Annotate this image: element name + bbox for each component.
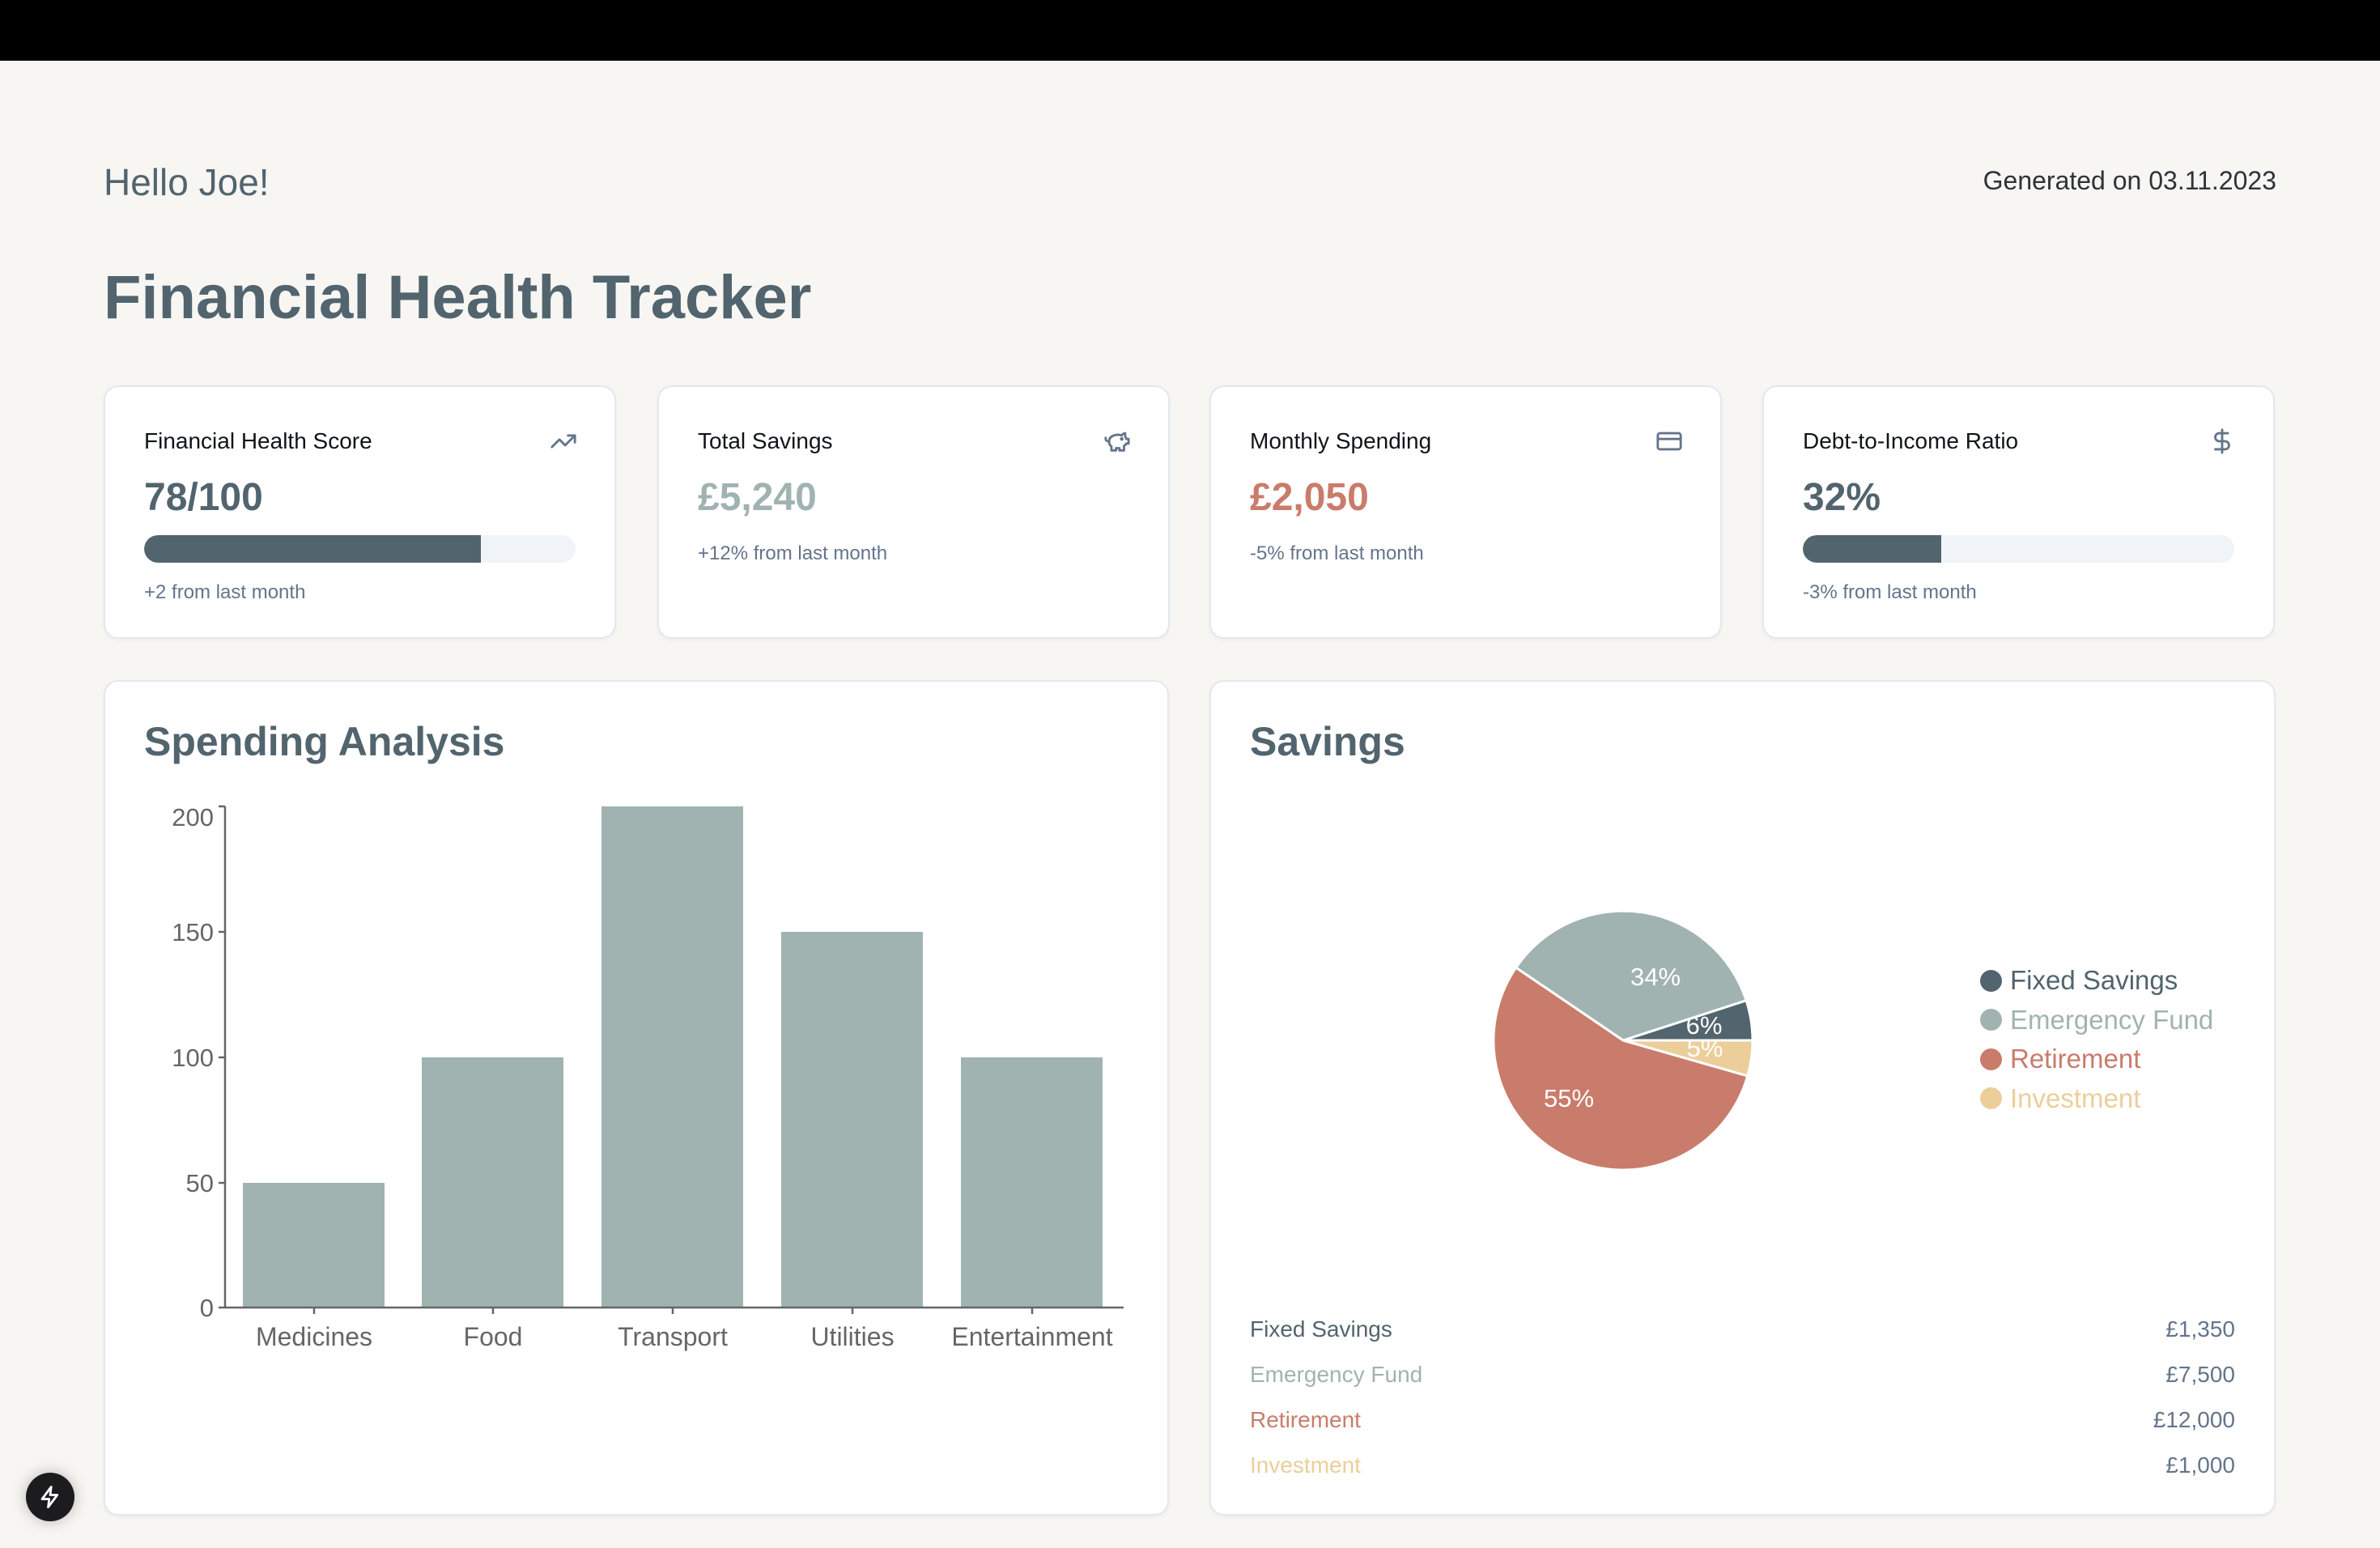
stat-label: Financial Health Score: [144, 428, 372, 453]
stat-card-monthly-spending: Monthly Spending £2,050 -5% from last mo…: [1209, 385, 1722, 639]
stat-label: Debt-to-Income Ratio: [1803, 428, 2019, 453]
legend-item-investment[interactable]: Investment: [1980, 1079, 2213, 1119]
browser-top-bar: [0, 0, 2380, 61]
y-tick-150: 150: [172, 918, 214, 946]
legend-dot: [1980, 1009, 2002, 1031]
stat-value: 78/100: [144, 476, 263, 519]
stat-value: £5,240: [698, 476, 817, 519]
legend-item-retirement[interactable]: Retirement: [1980, 1040, 2213, 1079]
savings-row-name: Investment: [1250, 1452, 1361, 1478]
legend-dot: [1980, 969, 2002, 992]
pie-label-investment: 5%: [1687, 1034, 1723, 1062]
stat-card-total-savings: Total Savings £5,240 +12% from last mont…: [657, 385, 1170, 639]
stat-card-debt-to-income: Debt-to-Income Ratio 32% -3% from last m…: [1762, 385, 2275, 639]
pie-label-emergency: 34%: [1630, 963, 1681, 991]
lightning-action-button[interactable]: [26, 1473, 74, 1521]
savings-panel: Savings 34% 6% 5% 55% Fixed Savings Emer…: [1209, 680, 2276, 1516]
slice-investment[interactable]: [1622, 1039, 1754, 1078]
bar-medicines[interactable]: [243, 1183, 385, 1308]
spending-bar-chart: 200 150 100 50 0 Medicines Food Transpor…: [172, 803, 1124, 1351]
stat-label: Monthly Spending: [1250, 428, 1432, 453]
savings-row: Investment £1,000: [1250, 1443, 2235, 1488]
savings-row: Emergency Fund £7,500: [1250, 1352, 2235, 1397]
credit-card-icon: [1656, 432, 1682, 451]
savings-row: Fixed Savings £1,350: [1250, 1307, 2235, 1352]
bar-utilities[interactable]: [781, 932, 923, 1308]
slice-emergency-fund[interactable]: [1514, 909, 1748, 1042]
stat-label: Total Savings: [698, 428, 833, 453]
lightning-icon: [40, 1486, 59, 1508]
x-label-entertainment: Entertainment: [951, 1322, 1112, 1351]
pie-label-retirement: 55%: [1544, 1084, 1594, 1112]
legend-dot: [1980, 1048, 2002, 1070]
pie-label-fixed: 6%: [1686, 1011, 1723, 1040]
generated-date: Generated on 03.11.2023: [1983, 166, 2276, 195]
legend-dot: [1980, 1087, 2002, 1110]
dollar-sign-icon: [2214, 428, 2230, 454]
stat-value: £2,050: [1250, 476, 1369, 519]
stat-change: -5% from last month: [1250, 542, 1424, 564]
x-label-medicines: Medicines: [256, 1322, 372, 1351]
spending-analysis-panel: Spending Analysis 200 150 100: [104, 680, 1169, 1516]
y-tick-0: 0: [200, 1294, 214, 1322]
y-tick-100: 100: [172, 1044, 214, 1072]
stat-change: +12% from last month: [698, 542, 888, 564]
spending-analysis-title: Spending Analysis: [144, 719, 505, 764]
bar-transport[interactable]: [601, 806, 743, 1308]
savings-row-amount: £1,350: [2165, 1316, 2235, 1342]
savings-row-name: Emergency Fund: [1250, 1362, 1423, 1387]
x-label-food: Food: [464, 1322, 523, 1351]
savings-title: Savings: [1250, 719, 1405, 764]
legend-item-fixed-savings[interactable]: Fixed Savings: [1980, 961, 2213, 1001]
savings-pie-chart: 34% 6% 5% 55%: [1492, 909, 1754, 1172]
x-label-transport: Transport: [618, 1322, 728, 1351]
savings-breakdown: Fixed Savings £1,350 Emergency Fund £7,5…: [1250, 1307, 2235, 1488]
bar-entertainment[interactable]: [961, 1057, 1103, 1308]
stat-change: +2 from last month: [144, 581, 306, 603]
stat-value: 32%: [1803, 476, 1881, 519]
piggy-bank-icon: [1104, 432, 1130, 452]
stat-card-health-score: Financial Health Score 78/100 +2 from la…: [104, 385, 616, 639]
y-tick-50: 50: [186, 1169, 214, 1197]
savings-row-amount: £12,000: [2153, 1407, 2235, 1432]
savings-row: Retirement £12,000: [1250, 1397, 2235, 1443]
y-tick-200: 200: [172, 803, 214, 831]
bar-food[interactable]: [422, 1057, 563, 1308]
health-score-progress: [144, 535, 576, 563]
savings-row-name: Retirement: [1250, 1407, 1361, 1432]
trending-up-icon: [550, 434, 576, 449]
savings-row-amount: £1,000: [2165, 1452, 2235, 1478]
savings-row-amount: £7,500: [2165, 1362, 2235, 1387]
greeting: Hello Joe!: [104, 161, 270, 203]
page-title: Financial Health Tracker: [104, 263, 812, 332]
stat-change: -3% from last month: [1803, 581, 1977, 603]
slice-retirement[interactable]: [1492, 966, 1749, 1172]
legend-item-emergency-fund[interactable]: Emergency Fund: [1980, 1001, 2213, 1040]
pie-legend: Fixed Savings Emergency Fund Retirement …: [1980, 961, 2213, 1118]
debt-ratio-progress: [1803, 535, 2234, 563]
savings-row-name: Fixed Savings: [1250, 1316, 1392, 1342]
x-label-utilities: Utilities: [810, 1322, 894, 1351]
